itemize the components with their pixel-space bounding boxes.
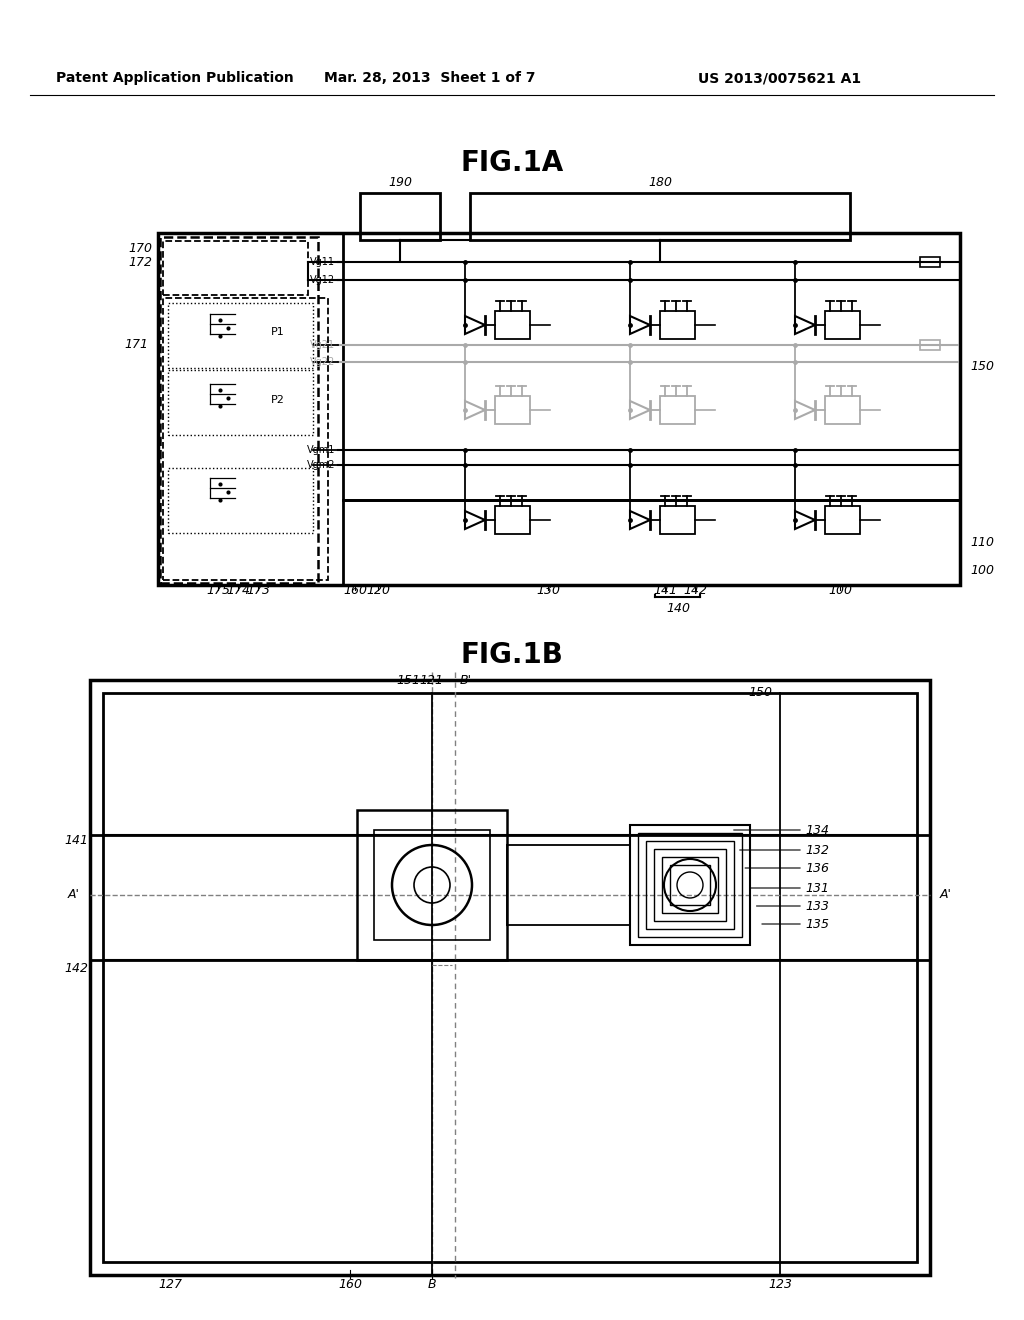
Text: FIG.1B: FIG.1B [461,642,563,669]
Bar [660,312,695,339]
Bar [343,234,961,500]
Text: 171: 171 [124,338,148,351]
Text: Vgm1: Vgm1 [306,445,335,455]
Text: 174: 174 [226,583,250,597]
Bar [470,193,850,240]
Bar [670,865,710,906]
Text: 141: 141 [653,583,677,597]
Text: B: B [428,1278,436,1291]
Bar [646,841,734,929]
Text: 141: 141 [63,833,88,846]
Text: 136: 136 [805,862,829,874]
Bar [163,242,308,294]
Text: 175: 175 [206,583,230,597]
Bar [825,312,860,339]
Bar [163,298,328,579]
Text: 134: 134 [805,824,829,837]
Bar [495,312,530,339]
Text: US 2013/0075621 A1: US 2013/0075621 A1 [698,71,861,84]
Bar [654,849,726,921]
Text: 180: 180 [648,176,672,189]
Bar [495,396,530,424]
Text: 131: 131 [805,882,829,895]
Bar [168,304,313,368]
Bar [825,506,860,535]
Bar [158,234,961,585]
Bar [374,830,490,940]
Text: 190: 190 [388,176,412,189]
Text: 150: 150 [970,359,994,372]
Bar [825,396,860,424]
Bar [360,193,440,240]
Text: P2: P2 [271,395,285,405]
Text: 160: 160 [338,1278,362,1291]
Bar [357,810,507,960]
Text: Vg21: Vg21 [310,341,335,350]
Bar [90,680,930,1275]
Text: 173: 173 [246,583,270,597]
Text: 110: 110 [970,536,994,549]
Bar [660,396,695,424]
Text: P1: P1 [271,327,285,337]
Text: 142: 142 [63,961,88,974]
Text: Vg11: Vg11 [310,257,335,267]
Bar [168,469,313,533]
Text: Mar. 28, 2013  Sheet 1 of 7: Mar. 28, 2013 Sheet 1 of 7 [325,71,536,84]
Text: 170: 170 [128,242,152,255]
Text: 151: 151 [396,673,420,686]
Text: 160: 160 [343,583,367,597]
Bar [630,825,750,945]
Text: A': A' [69,888,80,902]
Text: B': B' [460,673,472,686]
Text: 100: 100 [828,583,852,597]
Text: 121: 121 [419,673,443,686]
Bar [103,693,918,1262]
Bar [920,341,940,350]
Text: 133: 133 [805,899,829,912]
Text: Vgm2: Vgm2 [306,459,335,470]
Text: 135: 135 [805,917,829,931]
Bar [160,238,318,583]
Text: 127: 127 [158,1278,182,1291]
Text: 132: 132 [805,843,829,857]
Text: Patent Application Publication: Patent Application Publication [56,71,294,84]
Bar [660,506,695,535]
Text: A': A' [940,888,952,902]
Text: 172: 172 [128,256,152,268]
Text: 140: 140 [666,602,690,615]
Bar [168,370,313,436]
Text: Vg12: Vg12 [310,275,335,285]
Bar [343,500,961,585]
Bar [662,857,718,913]
Text: 142: 142 [683,583,707,597]
Text: 150: 150 [748,686,772,700]
Bar [920,257,940,267]
Text: 123: 123 [768,1278,792,1291]
Bar [638,833,742,937]
Text: 130: 130 [536,583,560,597]
Bar [495,506,530,535]
Text: 120: 120 [366,583,390,597]
Text: Vg22: Vg22 [309,356,335,367]
Text: 100: 100 [970,564,994,577]
Text: FIG.1A: FIG.1A [461,149,563,177]
